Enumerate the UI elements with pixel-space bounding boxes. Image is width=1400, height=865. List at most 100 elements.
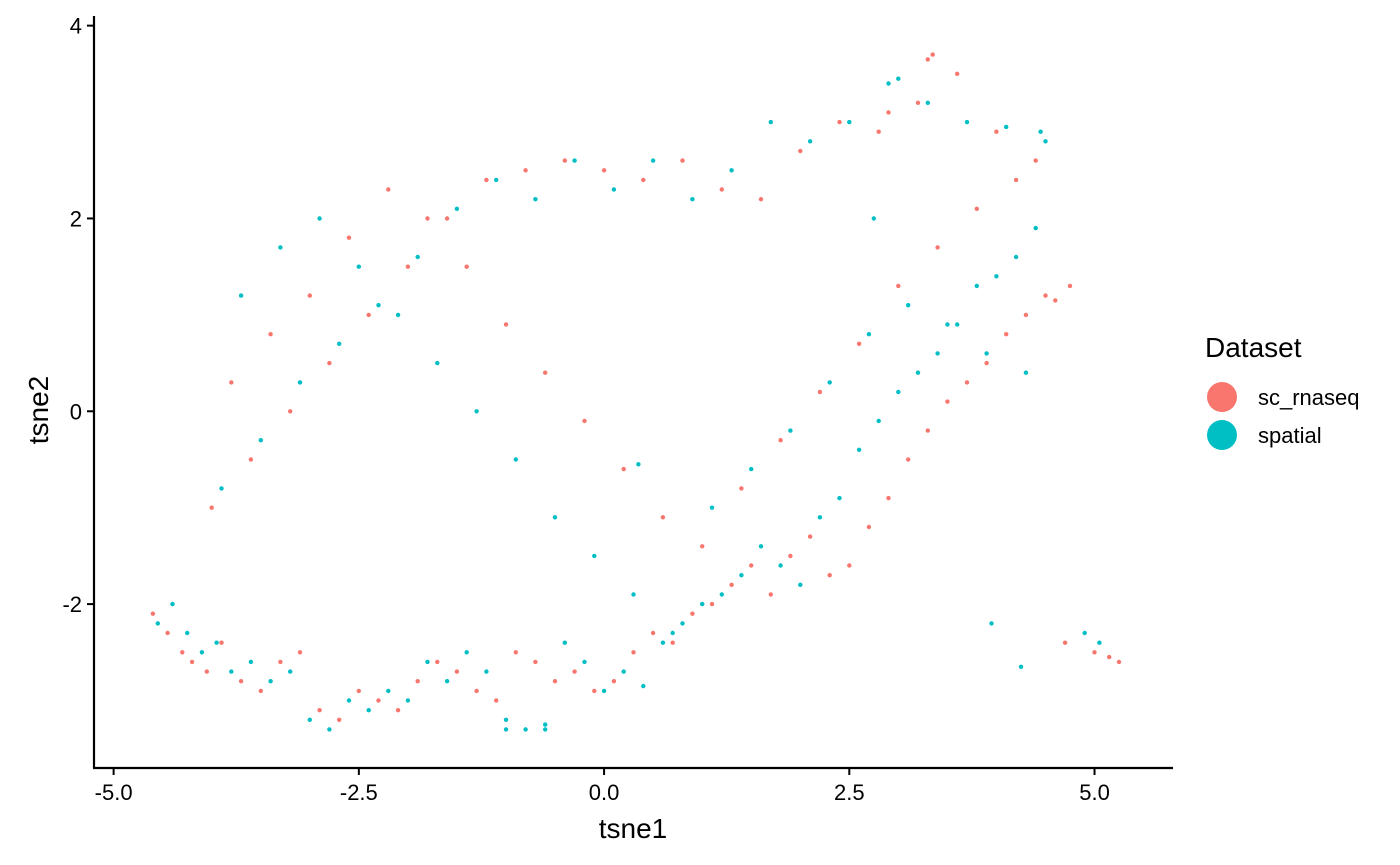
point-sc_rnaseq (180, 650, 185, 655)
point-sc_rnaseq (474, 688, 479, 694)
series-sc_rnaseq (150, 52, 1122, 722)
point-sc_rnaseq (543, 370, 548, 375)
point-spatial (219, 486, 224, 491)
point-spatial (543, 722, 548, 727)
point-spatial (376, 303, 381, 308)
point-sc_rnaseq (788, 553, 793, 559)
series-spatial (155, 76, 1102, 732)
point-spatial (964, 119, 970, 125)
point-sc_rnaseq (798, 148, 803, 154)
point-sc_rnaseq (317, 708, 322, 713)
legend-label-sc_rnaseq: sc_rnaseq (1258, 385, 1360, 410)
point-spatial (1033, 225, 1038, 231)
point-spatial (523, 727, 528, 732)
point-sc_rnaseq (641, 177, 646, 183)
point-spatial (994, 274, 999, 279)
point-sc_rnaseq (278, 659, 283, 665)
point-sc_rnaseq (1053, 298, 1058, 303)
point-spatial (847, 119, 852, 125)
point-sc_rnaseq (405, 264, 411, 269)
point-spatial (650, 158, 656, 163)
point-spatial (327, 727, 332, 732)
point-spatial (729, 168, 734, 173)
x-tick-label: 0.0 (589, 780, 620, 805)
point-spatial (248, 659, 254, 665)
point-spatial (680, 621, 685, 626)
point-spatial (974, 283, 979, 289)
point-spatial (1097, 640, 1102, 645)
x-axis-ticks: -5.0 -2.5 0.0 2.5 5.0 (95, 768, 1110, 805)
point-spatial (494, 177, 499, 183)
point-spatial (739, 573, 744, 578)
point-spatial (454, 206, 460, 211)
point-sc_rnaseq (513, 650, 518, 655)
point-sc_rnaseq (847, 563, 852, 568)
point-spatial (768, 119, 773, 125)
point-spatial (984, 351, 989, 356)
point-sc_rnaseq (523, 168, 528, 173)
point-sc_rnaseq (346, 235, 352, 240)
point-spatial (817, 515, 823, 520)
point-spatial (636, 462, 641, 467)
point-spatial (582, 659, 587, 665)
point-spatial (788, 428, 793, 433)
point-spatial (989, 621, 994, 626)
point-sc_rnaseq (856, 341, 862, 346)
point-sc_rnaseq (729, 582, 734, 587)
point-spatial (229, 669, 234, 674)
point-sc_rnaseq (670, 640, 675, 645)
point-sc_rnaseq (415, 679, 420, 684)
point-spatial (317, 216, 322, 221)
point-spatial (356, 264, 361, 269)
point-sc_rnaseq (601, 168, 607, 173)
point-spatial (866, 332, 872, 337)
point-sc_rnaseq (650, 630, 656, 636)
point-spatial (346, 698, 352, 703)
point-spatial (856, 447, 862, 452)
point-spatial (896, 389, 901, 395)
point-spatial (572, 158, 577, 163)
point-spatial (709, 505, 715, 510)
point-spatial (719, 592, 724, 597)
point-spatial (592, 553, 597, 559)
point-sc_rnaseq (886, 495, 891, 501)
point-spatial (533, 197, 538, 202)
point-sc_rnaseq (680, 158, 685, 163)
point-sc_rnaseq (768, 592, 773, 597)
point-spatial (435, 360, 440, 366)
point-sc_rnaseq (327, 360, 332, 366)
point-spatial (307, 717, 312, 722)
point-sc_rnaseq (248, 457, 254, 462)
point-spatial (552, 515, 558, 520)
point-sc_rnaseq (621, 466, 626, 472)
point-spatial (503, 717, 509, 722)
point-sc_rnaseq (307, 293, 312, 298)
x-tick-label: 2.5 (834, 780, 865, 805)
point-sc_rnaseq (935, 245, 940, 250)
point-sc_rnaseq (886, 110, 891, 115)
y-tick-label: 0 (70, 399, 82, 424)
point-spatial (337, 341, 342, 346)
point-spatial (690, 197, 695, 202)
point-sc_rnaseq (562, 158, 567, 163)
point-spatial (268, 679, 273, 684)
y-axis-title: tsne2 (23, 376, 54, 445)
point-spatial (758, 544, 764, 549)
point-spatial (562, 640, 567, 645)
point-sc_rnaseq (719, 187, 724, 192)
point-spatial (238, 293, 244, 298)
point-sc_rnaseq (165, 630, 170, 636)
point-sc_rnaseq (297, 650, 303, 655)
point-spatial (366, 708, 371, 713)
point-sc_rnaseq (204, 669, 209, 674)
point-spatial (415, 254, 420, 260)
point-sc_rnaseq (837, 119, 842, 125)
point-spatial (798, 582, 803, 587)
points-layer (150, 52, 1122, 732)
point-sc_rnaseq (758, 197, 764, 202)
point-spatial (631, 592, 636, 597)
point-spatial (925, 100, 930, 106)
point-sc_rnaseq (150, 611, 156, 616)
